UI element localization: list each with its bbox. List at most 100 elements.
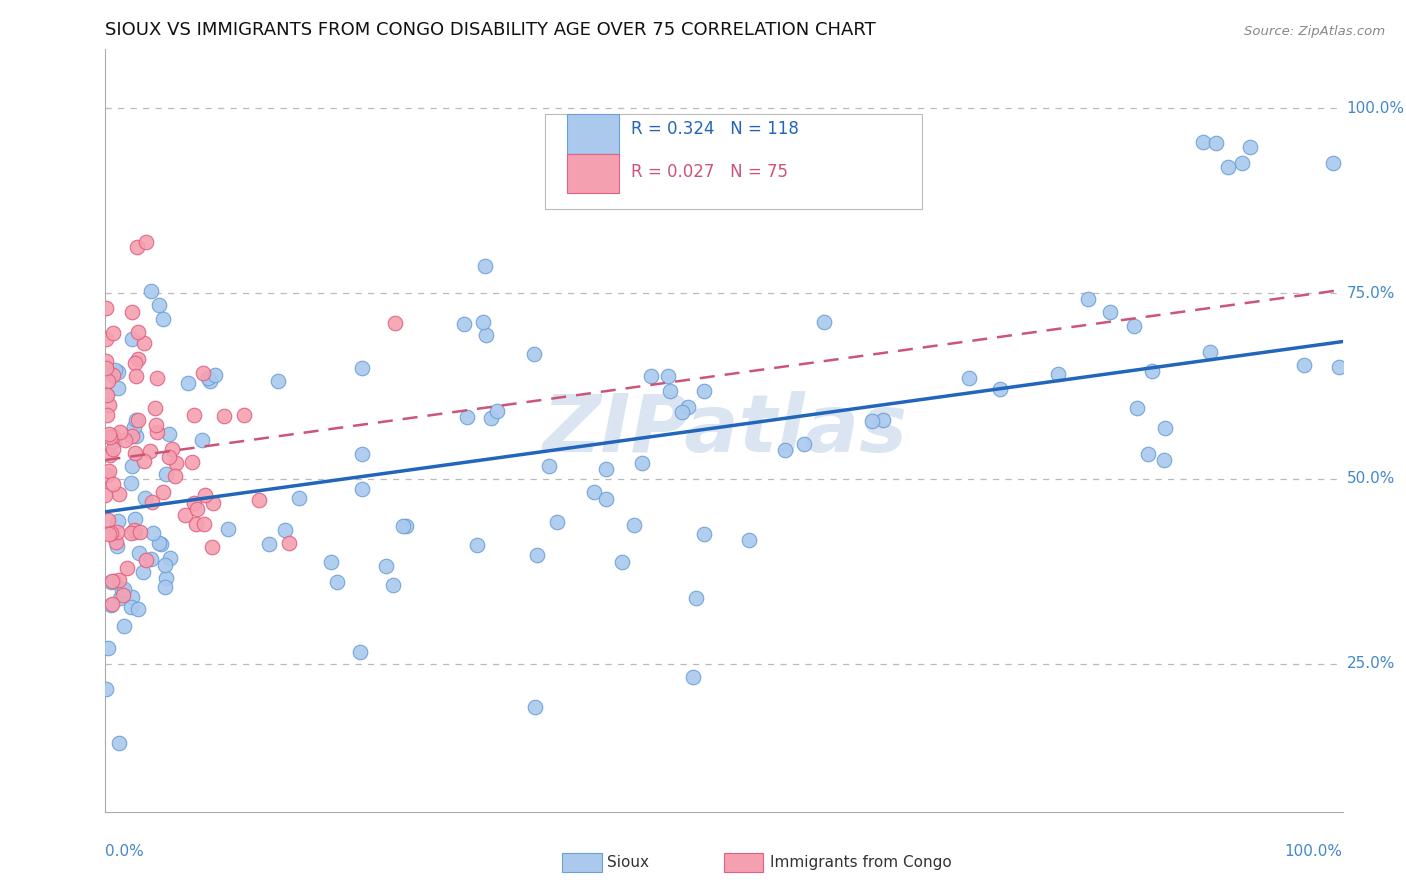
Point [103, 434, 125, 448]
Point [152, 312, 174, 326]
Point [623, 518, 645, 533]
Point [197, 371, 219, 385]
Point [595, 461, 617, 475]
Point [610, 555, 633, 569]
Point [479, 411, 502, 425]
Point [1153, 453, 1175, 467]
Text: 100.0%: 100.0% [1347, 101, 1405, 116]
Text: R = 0.324   N = 118: R = 0.324 N = 118 [631, 120, 799, 138]
Point [486, 404, 509, 418]
Point [186, 516, 208, 531]
Point [128, 545, 150, 559]
Text: R = 0.027   N = 75: R = 0.027 N = 75 [631, 163, 789, 181]
Point [1218, 160, 1240, 174]
Point [120, 526, 142, 541]
Point [97, 513, 120, 527]
Point [94, 488, 117, 502]
Point [107, 381, 129, 395]
Point [349, 645, 371, 659]
Point [325, 575, 347, 590]
Point [111, 588, 134, 602]
Point [135, 553, 157, 567]
Point [375, 558, 398, 573]
Point [127, 601, 149, 615]
Point [146, 425, 169, 439]
Text: SIOUX VS IMMIGRANTS FROM CONGO DISABILITY AGE OVER 75 CORRELATION CHART: SIOUX VS IMMIGRANTS FROM CONGO DISABILIT… [105, 21, 876, 39]
Point [1099, 305, 1122, 319]
Point [96, 387, 118, 401]
Point [233, 409, 256, 423]
Point [101, 429, 124, 443]
Point [115, 561, 138, 575]
Point [96, 360, 118, 375]
Point [112, 582, 135, 596]
Point [319, 555, 342, 569]
Point [546, 515, 568, 529]
Point [350, 447, 373, 461]
Point [121, 429, 143, 443]
Point [193, 366, 215, 380]
Point [141, 495, 163, 509]
Point [127, 325, 149, 339]
Point [142, 526, 165, 541]
Point [217, 522, 239, 536]
Point [157, 450, 180, 465]
Point [860, 414, 883, 428]
Point [157, 426, 180, 441]
Point [124, 356, 146, 370]
Point [124, 523, 146, 537]
Point [1125, 401, 1147, 416]
Point [537, 458, 560, 473]
Point [350, 483, 373, 497]
Point [186, 502, 208, 516]
Point [132, 565, 155, 579]
Point [152, 485, 174, 500]
Point [148, 535, 170, 549]
Point [631, 456, 654, 470]
Point [139, 444, 162, 458]
Point [111, 583, 134, 598]
Point [107, 573, 129, 587]
Point [121, 591, 143, 605]
Point [110, 425, 132, 439]
Point [793, 437, 815, 451]
Point [381, 578, 404, 592]
Point [125, 413, 148, 427]
Point [183, 496, 205, 510]
Point [149, 537, 172, 551]
Text: Sioux: Sioux [607, 855, 650, 870]
Point [773, 443, 796, 458]
Point [134, 491, 156, 505]
Point [104, 535, 127, 549]
Point [465, 538, 488, 552]
Point [692, 384, 714, 398]
Point [125, 239, 148, 253]
Point [453, 317, 475, 331]
Point [278, 536, 301, 550]
Text: Source: ZipAtlas.com: Source: ZipAtlas.com [1244, 25, 1385, 38]
Point [274, 523, 297, 537]
Point [97, 426, 120, 441]
Point [108, 736, 131, 750]
Point [100, 598, 122, 612]
FancyBboxPatch shape [567, 114, 619, 153]
Point [988, 382, 1011, 396]
Point [101, 574, 124, 588]
Point [124, 446, 146, 460]
Point [685, 591, 707, 606]
Point [582, 485, 605, 500]
Point [1047, 368, 1070, 382]
Point [523, 347, 546, 361]
Point [391, 519, 413, 533]
Point [193, 517, 215, 532]
Point [162, 442, 184, 456]
Point [98, 448, 121, 462]
Point [957, 370, 980, 384]
Point [1205, 136, 1227, 150]
Point [475, 327, 498, 342]
Point [129, 524, 152, 539]
Point [204, 368, 226, 383]
Point [96, 354, 118, 368]
Point [813, 315, 835, 329]
Point [94, 682, 117, 697]
